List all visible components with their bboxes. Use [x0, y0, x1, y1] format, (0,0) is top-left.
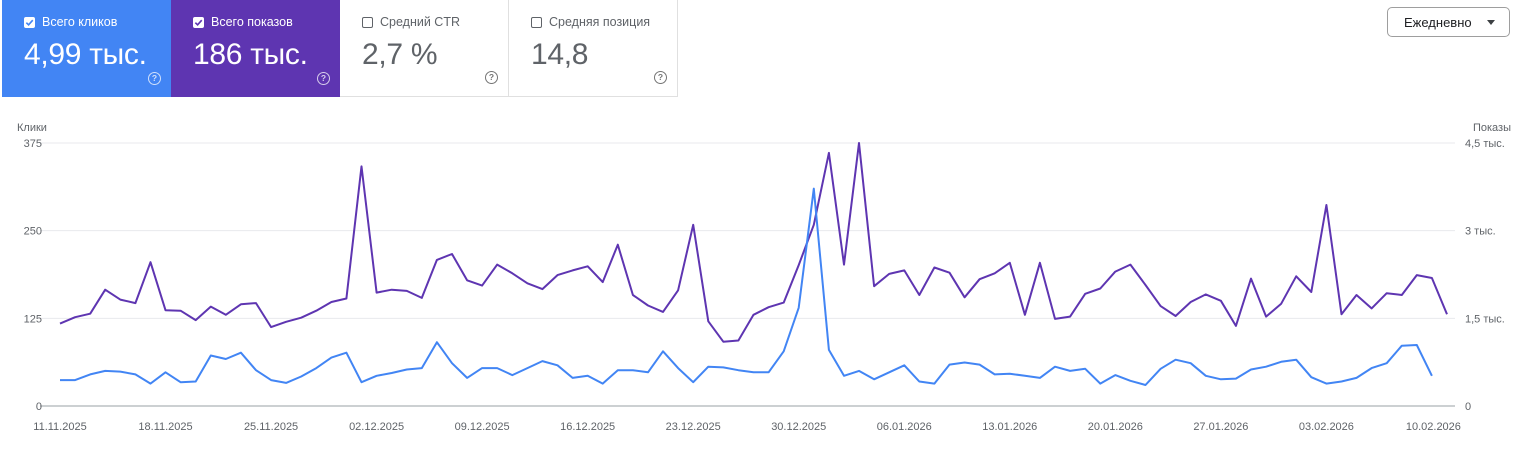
y-left-tick-label: 0: [36, 401, 42, 413]
x-tick-label: 13.01.2026: [982, 421, 1037, 433]
x-tick-label: 23.12.2025: [666, 421, 721, 433]
y-right-tick-label: 1,5 тыс.: [1465, 313, 1505, 325]
x-tick-label: 25.11.2025: [244, 421, 298, 433]
y-right-tick-label: 0: [1465, 401, 1471, 413]
checkbox-icon[interactable]: [24, 16, 35, 28]
help-icon[interactable]: ?: [485, 71, 498, 84]
metric-value: 186 тыс.: [193, 38, 308, 71]
checkbox-icon[interactable]: [362, 16, 373, 28]
help-icon[interactable]: ?: [148, 72, 161, 85]
y-right-tick-label: 3 тыс.: [1465, 226, 1496, 238]
metric-label: Средний CTR: [380, 15, 460, 29]
y-left-tick-label: 375: [24, 138, 42, 150]
metric-card-ctr[interactable]: Средний CTR 2,7 % ?: [340, 0, 509, 97]
x-tick-label: 09.12.2025: [455, 421, 510, 433]
x-tick-label: 30.12.2025: [771, 421, 826, 433]
performance-chart: 0 125 250 375 0 1,5 тыс. 3 тыс. 4,5 тыс. Клики По…: [17, 122, 1511, 433]
x-tick-label: 03.02.2026: [1299, 421, 1354, 433]
checkbox-icon[interactable]: [193, 16, 204, 28]
metric-label: Средняя позиция: [549, 15, 651, 29]
metric-label: Всего показов: [211, 15, 293, 29]
y-right-tick-label: 4,5 тыс.: [1465, 138, 1505, 150]
metric-card-clicks[interactable]: Всего кликов 4,99 тыс. ?: [2, 0, 171, 97]
y-left-tick-label: 125: [24, 313, 42, 325]
metric-card-position[interactable]: Средняя позиция 14,8 ?: [509, 0, 678, 97]
x-tick-label: 06.01.2026: [877, 421, 932, 433]
metric-label: Всего кликов: [42, 15, 118, 29]
checkbox-icon[interactable]: [531, 16, 542, 28]
y-left-axis-title: Клики: [17, 122, 47, 134]
metric-value: 14,8: [531, 38, 589, 71]
x-tick-label: 10.02.2026: [1406, 421, 1461, 433]
x-tick-label: 02.12.2025: [349, 421, 404, 433]
x-tick-label: 11.11.2025: [33, 421, 86, 433]
metric-value: 4,99 тыс.: [24, 38, 147, 71]
granularity-selected: Ежедневно: [1404, 14, 1472, 30]
x-tick-label: 18.11.2025: [138, 421, 192, 433]
help-icon[interactable]: ?: [317, 72, 330, 85]
help-icon[interactable]: ?: [654, 71, 667, 84]
x-tick-label: 20.01.2026: [1088, 421, 1143, 433]
x-tick-label: 27.01.2026: [1193, 421, 1248, 433]
y-left-tick-label: 250: [24, 226, 42, 238]
clicks-series-line: [60, 187, 1433, 386]
impressions-series-line: [59, 142, 1448, 343]
chevron-down-icon: [1487, 20, 1495, 25]
y-right-axis-title: Показы: [1473, 122, 1511, 134]
metric-card-impressions[interactable]: Всего показов 186 тыс. ?: [171, 0, 340, 97]
metric-value: 2,7 %: [362, 38, 438, 71]
metric-cards: Всего кликов 4,99 тыс. ? Всего показов 1…: [2, 0, 678, 97]
granularity-dropdown[interactable]: Ежедневно: [1387, 7, 1510, 37]
x-tick-label: 16.12.2025: [560, 421, 615, 433]
